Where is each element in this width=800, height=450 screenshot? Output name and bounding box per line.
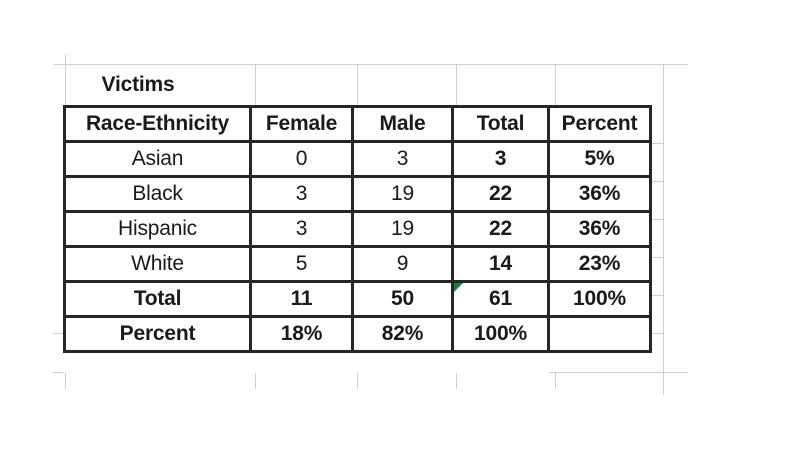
gridline	[54, 64, 688, 65]
gridline	[663, 64, 664, 395]
cell-white-label[interactable]: White	[63, 245, 252, 283]
cell-hispanic-female[interactable]: 3	[249, 210, 354, 248]
cell-hispanic-total[interactable]: 22	[451, 210, 550, 248]
cell-black-male[interactable]: 19	[351, 175, 454, 213]
table-row-hispanic: Hispanic 3 19 22 36%	[63, 210, 652, 248]
table-row-black: Black 3 19 22 36%	[63, 175, 652, 213]
cell-asian-total[interactable]: 3	[451, 140, 550, 178]
cell-total-percent[interactable]: 100%	[547, 280, 652, 318]
cell-percent-female[interactable]: 18%	[249, 315, 354, 353]
header-row: Race-Ethnicity Female Male Total Percent	[63, 105, 652, 143]
gridline	[652, 257, 664, 258]
cell-percent-percent-empty[interactable]	[547, 315, 652, 353]
cell-white-percent[interactable]: 23%	[547, 245, 652, 283]
victims-table: Race-Ethnicity Female Male Total Percent…	[63, 105, 652, 353]
cell-hispanic-percent[interactable]: 36%	[547, 210, 652, 248]
cell-white-female[interactable]: 5	[249, 245, 354, 283]
gridline	[53, 333, 63, 334]
cell-total-male[interactable]: 50	[351, 280, 454, 318]
gridline	[652, 143, 664, 144]
col-header-female[interactable]: Female	[249, 105, 354, 143]
formula-error-indicator-icon	[454, 283, 463, 292]
cell-asian-female[interactable]: 0	[249, 140, 354, 178]
cell-asian-percent[interactable]: 5%	[547, 140, 652, 178]
gridline	[53, 372, 63, 373]
cell-white-male[interactable]: 9	[351, 245, 454, 283]
cell-total-label[interactable]: Total	[63, 280, 252, 318]
cell-black-female[interactable]: 3	[249, 175, 354, 213]
gridline	[255, 373, 256, 389]
cell-percent-total[interactable]: 100%	[451, 315, 550, 353]
gridline	[652, 219, 664, 220]
cell-total-female[interactable]: 11	[249, 280, 354, 318]
gridline	[357, 373, 358, 389]
gridline	[555, 64, 556, 105]
cell-total-total-value: 61	[489, 287, 512, 310]
table-row-asian: Asian 0 3 3 5%	[63, 140, 652, 178]
col-header-race-ethnicity[interactable]: Race-Ethnicity	[63, 105, 252, 143]
table-row-total: Total 11 50 61 100%	[63, 280, 652, 318]
cell-hispanic-male[interactable]: 19	[351, 210, 454, 248]
gridline	[456, 373, 457, 389]
gridline	[255, 64, 256, 105]
col-header-percent[interactable]: Percent	[547, 105, 652, 143]
victims-sheet-region: Victims Race-Ethnicity Female Male Total…	[63, 64, 655, 353]
cell-percent-male[interactable]: 82%	[351, 315, 454, 353]
gridline	[357, 64, 358, 105]
gridline	[555, 373, 556, 389]
cell-asian-male[interactable]: 3	[351, 140, 454, 178]
cell-black-percent[interactable]: 36%	[547, 175, 652, 213]
cell-black-total[interactable]: 22	[451, 175, 550, 213]
gridline	[652, 333, 664, 334]
cell-percent-label[interactable]: Percent	[63, 315, 252, 353]
gridline	[652, 295, 664, 296]
gridline	[65, 54, 66, 105]
table-row-percent: Percent 18% 82% 100%	[63, 315, 652, 353]
gridline	[550, 372, 688, 373]
gridline	[65, 373, 66, 389]
cell-asian-label[interactable]: Asian	[63, 140, 252, 178]
cell-white-total[interactable]: 14	[451, 245, 550, 283]
cell-total-total[interactable]: 61	[451, 280, 550, 318]
table-row-white: White 5 9 14 23%	[63, 245, 652, 283]
col-header-male[interactable]: Male	[351, 105, 454, 143]
cell-hispanic-label[interactable]: Hispanic	[63, 210, 252, 248]
cell-black-label[interactable]: Black	[63, 175, 252, 213]
sheet-title[interactable]: Victims	[101, 72, 175, 96]
title-row: Victims	[63, 64, 655, 105]
col-header-total[interactable]: Total	[451, 105, 550, 143]
gridline	[652, 181, 664, 182]
gridline	[456, 64, 457, 105]
